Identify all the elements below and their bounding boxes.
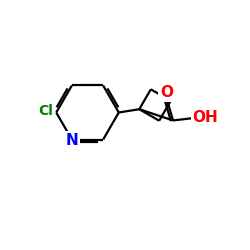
Text: OH: OH xyxy=(193,110,218,126)
Text: Cl: Cl xyxy=(38,104,53,118)
Text: N: N xyxy=(66,133,78,148)
Text: O: O xyxy=(160,86,173,100)
